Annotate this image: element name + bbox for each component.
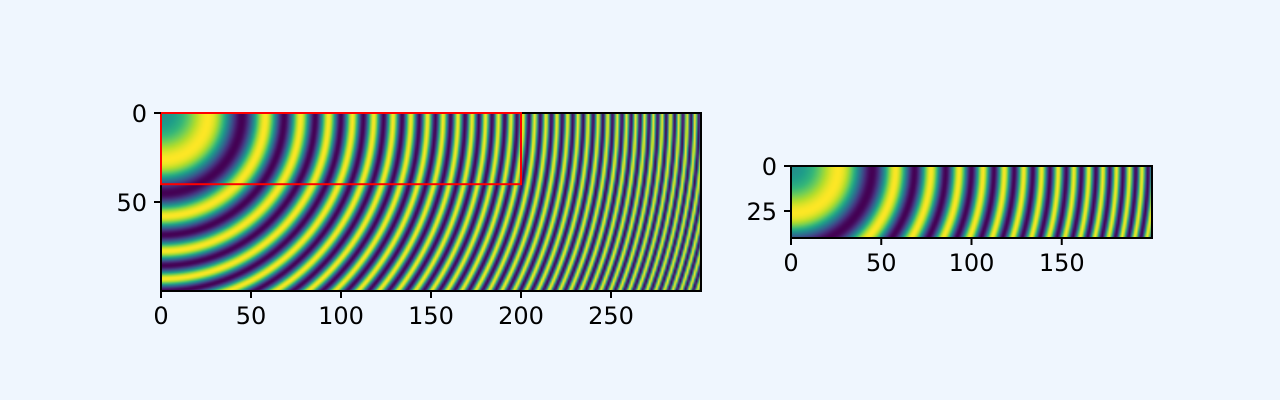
main-y-axis-ticks: 0 50: [116, 100, 161, 217]
main-x-tick-label: 50: [236, 302, 267, 330]
zoomed-y-tick-label: 25: [746, 198, 777, 226]
main-x-axis-ticks: 0 50 100 150 200 250: [153, 291, 634, 330]
zoomed-heatmap-panel: 0 50 100 150 025: [746, 153, 1153, 277]
main-heatmap-panel: 0 50 100 150 200 250 0 50: [116, 100, 702, 330]
zoomed-x-axis-ticks: 0 50 100 150: [783, 238, 1085, 277]
zoomed-y-axis-ticks: 0 25: [746, 153, 791, 226]
zoomed-x-tick-label: 150: [1039, 249, 1085, 277]
main-x-tick-label: 0: [153, 302, 168, 330]
zoom-region-rectangle: [160, 112, 522, 186]
main-x-tick-label: 200: [498, 302, 544, 330]
zoomed-y-tick-label: 0: [762, 153, 777, 181]
zoomed-x-tick-label: 0: [783, 249, 798, 277]
zoomed-x-tick-label: 100: [949, 249, 995, 277]
main-y-tick-label: 0: [132, 100, 147, 128]
main-heatmap-image: [161, 113, 701, 291]
main-x-tick-label: 150: [408, 302, 454, 330]
main-x-tick-label: 250: [588, 302, 634, 330]
zoomed-x-tick-label: 50: [866, 249, 897, 277]
zoomed-heatmap-image: [791, 166, 1152, 238]
main-x-tick-label: 100: [318, 302, 364, 330]
main-y-tick-label: 50: [116, 189, 147, 217]
